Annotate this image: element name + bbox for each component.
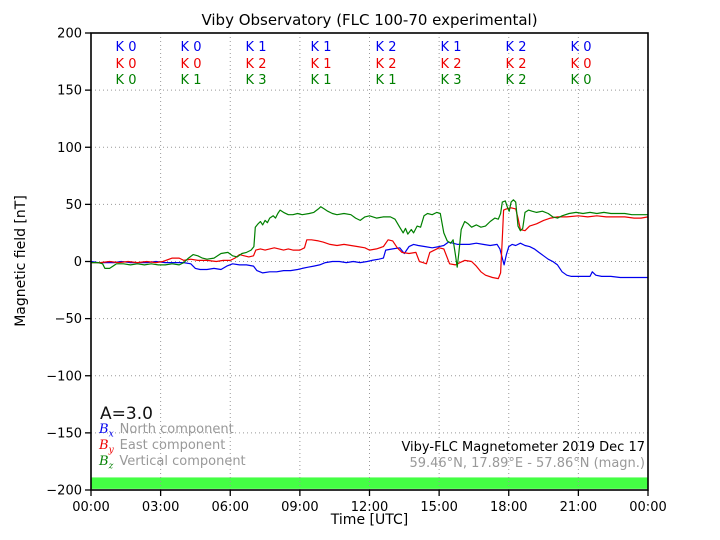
status-bar [91, 477, 648, 489]
k-index-value-by: K 0 [571, 57, 592, 72]
y-tick-label: 200 [57, 27, 82, 42]
x-tick-label: 00:00 [72, 500, 109, 515]
a-index-annotation: A=3.0 [100, 404, 153, 424]
by-symbol: By [99, 438, 114, 456]
k-index-value-bz: K 0 [571, 73, 592, 88]
k-index-value-bx: K 0 [181, 40, 202, 55]
k-index-value-by: K 2 [506, 57, 527, 72]
k-index-value-bz: K 3 [441, 73, 462, 88]
series-line-bz [91, 199, 648, 269]
x-tick-label: 03:00 [142, 500, 179, 515]
station-coordinates: 59.46°N, 17.89°E - 57.86°N (magn.) [409, 456, 645, 471]
bz-symbol: Bz [99, 454, 114, 472]
k-index-value-bz: K 1 [311, 73, 332, 88]
k-index-value-bx: K 0 [116, 40, 137, 55]
k-index-value-bz: K 2 [506, 73, 527, 88]
bx-symbol: Bx [99, 422, 114, 440]
k-index-value-bx: K 2 [376, 40, 397, 55]
y-tick-label: 50 [65, 198, 82, 213]
legend-label-east: East component [119, 438, 226, 453]
legend-item-by: By East component [99, 438, 246, 456]
station-name-date: Viby-FLC Magnetometer 2019 Dec 17 [401, 440, 645, 455]
legend-item-bz: Bz Vertical component [99, 454, 246, 472]
k-index-value-by: K 0 [181, 57, 202, 72]
x-tick-label: 06:00 [212, 500, 249, 515]
y-tick-label: 100 [57, 141, 82, 156]
legend-item-bx: Bx North component [99, 422, 246, 440]
legend-label-vertical: Vertical component [119, 454, 246, 469]
k-index-value-bx: K 2 [506, 40, 527, 55]
k-index-value-by: K 2 [376, 57, 397, 72]
x-tick-label: 18:00 [490, 500, 527, 515]
y-tick-label: −100 [46, 369, 82, 384]
y-tick-label: −200 [46, 484, 82, 499]
series-line-by [91, 207, 649, 280]
y-tick-label: 0 [74, 255, 82, 270]
k-index-value-bz: K 0 [116, 73, 137, 88]
x-tick-label: 00:00 [629, 500, 666, 515]
k-index-value-by: K 0 [116, 57, 137, 72]
station-info: Viby-FLC Magnetometer 2019 Dec 17 59.46°… [401, 440, 645, 472]
x-tick-label: 09:00 [281, 500, 318, 515]
k-index-value-bz: K 1 [376, 73, 397, 88]
k-index-value-bx: K 1 [311, 40, 332, 55]
y-tick-label: −150 [46, 426, 82, 441]
y-tick-label: 150 [57, 84, 82, 99]
k-index-value-bz: K 1 [181, 73, 202, 88]
k-index-value-by: K 1 [311, 57, 332, 72]
legend: Bx North component By East component Bz Ver… [99, 422, 246, 472]
k-index-value-bz: K 3 [246, 73, 267, 88]
chart-title: Viby Observatory (FLC 100-70 experimenta… [201, 11, 538, 29]
k-index-value-by: K 2 [246, 57, 267, 72]
x-axis-label: Time [UTC] [330, 512, 409, 528]
legend-label-north: North component [119, 422, 234, 437]
k-index-value-bx: K 1 [246, 40, 267, 55]
x-tick-label: 15:00 [420, 500, 457, 515]
k-index-value-by: K 2 [441, 57, 462, 72]
series-line-bx [90, 241, 648, 279]
k-index-value-bx: K 1 [441, 40, 462, 55]
x-tick-label: 21:00 [560, 500, 597, 515]
y-tick-label: −50 [55, 312, 82, 327]
y-axis-label: Magnetic field [nT] [13, 195, 29, 327]
k-index-value-bx: K 0 [571, 40, 592, 55]
x-tick-label: 12:00 [351, 500, 388, 515]
